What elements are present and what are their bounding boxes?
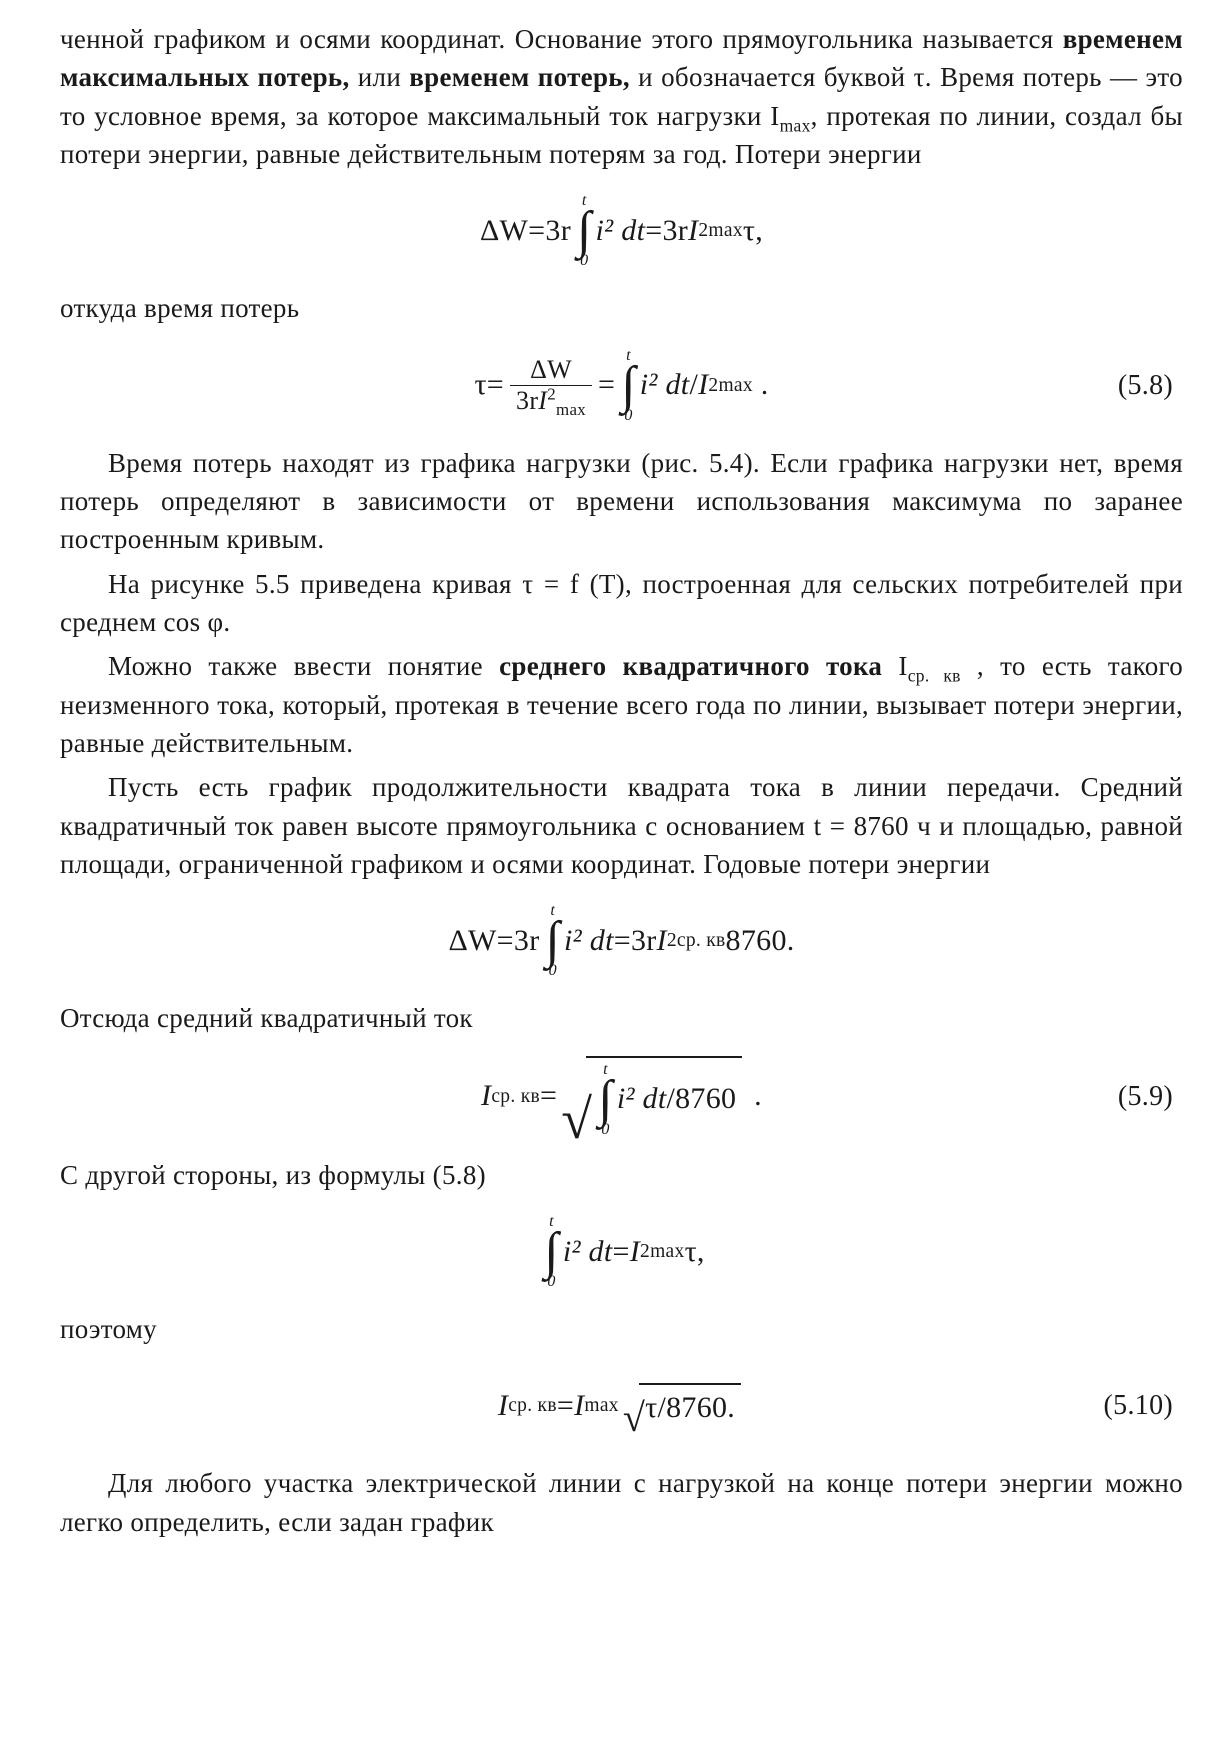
var: I bbox=[538, 386, 547, 415]
sym: = bbox=[487, 364, 504, 407]
paragraph-3: Время потерь находят из графика нагрузки… bbox=[60, 444, 1183, 559]
sup: 2 bbox=[547, 384, 556, 403]
expr: τ/8760. bbox=[645, 1387, 735, 1430]
integrand: i² dt bbox=[617, 1078, 667, 1121]
text: Можно также ввести понятие bbox=[108, 651, 499, 681]
integrand: i² dt bbox=[596, 210, 646, 253]
equation-number: (5.9) bbox=[1118, 1077, 1173, 1117]
paragraph-10: Для любого участка электрической линии с… bbox=[60, 1464, 1183, 1541]
sym: = bbox=[614, 920, 631, 963]
sym: τ, bbox=[685, 1231, 705, 1274]
var: I bbox=[574, 1385, 584, 1428]
term-bold: среднего квадратичного тока bbox=[499, 651, 882, 681]
var: I bbox=[688, 210, 698, 253]
integrand: i² dt bbox=[564, 920, 614, 963]
int-lower: 0 bbox=[624, 408, 632, 424]
num: 8760 bbox=[675, 1078, 736, 1121]
paragraph-4: На рисунке 5.5 приведена кривая τ = f (T… bbox=[60, 565, 1183, 642]
radicand: t ∫ 0 i² dt / 8760 bbox=[586, 1056, 742, 1138]
int-lower: 0 bbox=[549, 963, 557, 979]
sqrt: √ t ∫ 0 i² dt / 8760 bbox=[561, 1056, 742, 1138]
sqrt: √ τ/8760. bbox=[623, 1383, 741, 1430]
paragraph-6: Пусть есть график продолжительности квад… bbox=[60, 768, 1183, 883]
int-symbol: ∫ bbox=[544, 1230, 559, 1274]
formula: ΔW = 3r t ∫ 0 i² dt = 3r I2ср. кв 8760. bbox=[448, 903, 794, 979]
formula: ΔW = 3r t ∫ 0 i² dt = 3r I2max τ, bbox=[480, 193, 763, 269]
var: I bbox=[630, 1231, 640, 1274]
integral: t ∫ 0 bbox=[598, 1062, 613, 1138]
sym: = bbox=[528, 210, 545, 253]
int-symbol: ∫ bbox=[577, 209, 592, 253]
equation-5-8: τ = ΔW 3rI2max = t ∫ 0 i² dt / I2max . (… bbox=[60, 346, 1183, 426]
sym: / bbox=[689, 364, 698, 407]
int-symbol: ∫ bbox=[621, 364, 636, 408]
integral: t ∫ 0 bbox=[546, 903, 561, 979]
subscript: max bbox=[780, 115, 811, 135]
paragraph-9: поэтому bbox=[60, 1310, 1183, 1348]
num: 8760. bbox=[726, 920, 795, 963]
paragraph-7: Отсюда средний квадратичный ток bbox=[60, 999, 1183, 1037]
var: I bbox=[498, 1385, 508, 1428]
sym: = bbox=[497, 920, 514, 963]
sym: τ bbox=[474, 364, 486, 407]
text: I bbox=[898, 651, 907, 681]
equation-int-eq: t ∫ 0 i² dt = I2max τ, bbox=[60, 1212, 1183, 1292]
sym: 3r bbox=[514, 920, 540, 963]
equation-5-9: Iср. кв = √ t ∫ 0 i² dt / 8760 . (5.9) bbox=[60, 1056, 1183, 1138]
sym: 3r bbox=[631, 920, 657, 963]
sym: = bbox=[540, 1075, 557, 1118]
subscript: ср. кв bbox=[908, 666, 961, 686]
sym: ΔW bbox=[448, 920, 496, 963]
int-lower: 0 bbox=[547, 1274, 555, 1290]
equation-number: (5.8) bbox=[1118, 366, 1173, 406]
var: I bbox=[698, 364, 708, 407]
integral: t ∫ 0 bbox=[621, 348, 636, 424]
sym: = bbox=[645, 210, 662, 253]
sym: = bbox=[598, 364, 615, 407]
sym: 3r bbox=[662, 210, 688, 253]
sub: max bbox=[556, 400, 586, 419]
int-symbol: ∫ bbox=[546, 919, 561, 963]
page-content: ченной графиком и осями координат. Основ… bbox=[0, 0, 1223, 1740]
paragraph-5: Можно также ввести понятие среднего квад… bbox=[60, 647, 1183, 762]
numerator: ΔW bbox=[524, 355, 578, 385]
sym: . bbox=[753, 364, 769, 407]
formula: Iср. кв = Imax √ τ/8760. bbox=[498, 1383, 745, 1430]
equation-delta-w: ΔW = 3r t ∫ 0 i² dt = 3r I2max τ, bbox=[60, 191, 1183, 271]
fraction: ΔW 3rI2max bbox=[510, 355, 592, 416]
term-bold: временем потерь, bbox=[409, 62, 630, 92]
sym: = bbox=[557, 1385, 574, 1428]
formula: Iср. кв = √ t ∫ 0 i² dt / 8760 . bbox=[481, 1056, 762, 1138]
sym: τ, bbox=[743, 210, 763, 253]
int-lower: 0 bbox=[580, 253, 588, 269]
formula: τ = ΔW 3rI2max = t ∫ 0 i² dt / I2max . bbox=[474, 348, 768, 424]
equation-5-10: Iср. кв = Imax √ τ/8760. (5.10) bbox=[60, 1366, 1183, 1446]
text: ченной графиком и осями координат. Основ… bbox=[60, 24, 1063, 54]
paragraph-2: откуда время потерь bbox=[60, 289, 1183, 327]
sym: / bbox=[666, 1078, 675, 1121]
equation-delta-w-2: ΔW = 3r t ∫ 0 i² dt = 3r I2ср. кв 8760. bbox=[60, 901, 1183, 981]
sym: 3r bbox=[516, 386, 538, 415]
paragraph-1: ченной графиком и осями координат. Основ… bbox=[60, 20, 1183, 173]
int-symbol: ∫ bbox=[598, 1078, 613, 1122]
integral: t ∫ 0 bbox=[544, 1214, 559, 1290]
equation-number: (5.10) bbox=[1104, 1387, 1173, 1427]
integral: t ∫ 0 bbox=[577, 193, 592, 269]
sym: 3r bbox=[545, 210, 571, 253]
int-lower: 0 bbox=[601, 1122, 609, 1138]
radicand: τ/8760. bbox=[639, 1383, 741, 1430]
sym: = bbox=[612, 1231, 629, 1274]
var: I bbox=[481, 1075, 491, 1118]
formula: t ∫ 0 i² dt = I2max τ, bbox=[538, 1214, 704, 1290]
var: I bbox=[657, 920, 667, 963]
integrand: i² dt bbox=[640, 364, 690, 407]
text: или bbox=[358, 62, 410, 92]
integrand: i² dt bbox=[563, 1231, 613, 1274]
denominator: 3rI2max bbox=[510, 385, 592, 416]
sym: . bbox=[746, 1075, 762, 1118]
sym: ΔW bbox=[480, 210, 528, 253]
paragraph-8: С другой стороны, из формулы (5.8) bbox=[60, 1156, 1183, 1194]
